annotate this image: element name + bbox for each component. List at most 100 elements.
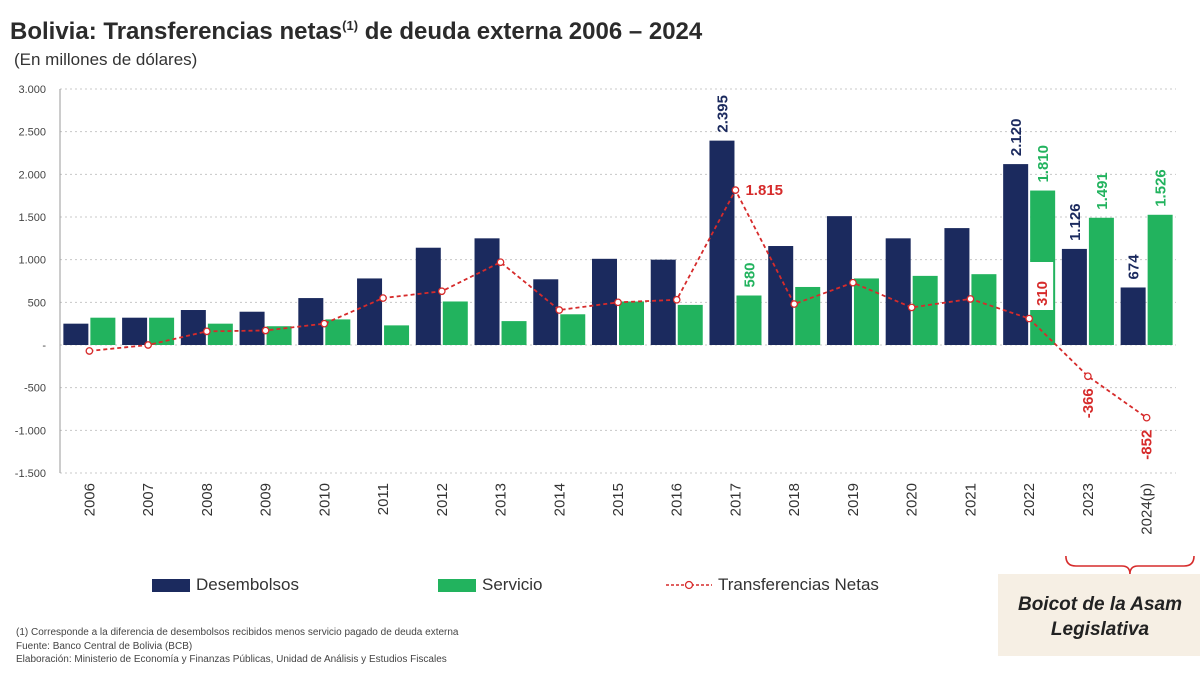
point-transferencias [1142,413,1151,422]
point-transferencias [1025,314,1034,323]
boicot-line-2: Legislativa [1050,619,1150,640]
bar-desembolsos [357,278,383,345]
x-tick-label: 2006 [81,483,98,516]
data-label-transferencias: -366 [1080,388,1097,418]
data-label-box [1029,262,1054,310]
point-transferencias [555,306,564,314]
data-label-servicio: 1.526 [1153,169,1170,207]
point-transferencias [261,326,270,335]
footnotes: (1) Corresponde a la diferencia de desem… [16,626,459,667]
point-transferencias [85,347,94,355]
point-transferencias [320,319,329,328]
legend-label-desembolsos: Desembolsos [196,575,299,594]
point-transferencias [849,278,857,287]
bar-desembolsos [1061,248,1087,345]
point-transferencias [731,186,740,194]
point-transferencias [966,295,975,303]
x-tick-label: 2022 [1021,483,1038,516]
y-tick-label: 3.000 [18,84,46,96]
footnote-definition: (1) Corresponde a la diferencia de desem… [16,627,459,638]
bar-servicio [971,274,997,345]
bar-servicio [1147,214,1173,345]
data-label-transferencias: 1.815 [745,182,783,199]
bar-servicio [501,321,527,345]
bar-desembolsos [474,238,500,345]
x-tick-label: 2007 [140,483,157,516]
bar-servicio [325,319,351,345]
bar-desembolsos [122,317,148,345]
bar-servicio [736,295,762,345]
x-tick-label: 2014 [551,483,568,516]
title-main: Bolivia: Transferencias netas [10,18,343,45]
data-label-servicio: 580 [741,262,758,287]
bar-desembolsos [63,323,89,345]
bar-servicio [1088,217,1114,345]
bar-desembolsos [239,311,265,345]
y-tick-label: -1.500 [15,468,46,480]
bar-desembolsos [1120,287,1146,345]
title-rest: de deuda externa 2006 – 2024 [358,18,703,45]
data-label-desembolsos: 2.395 [714,95,731,133]
legend-swatch-desembolsos [152,578,190,592]
y-tick-label: 2.000 [18,169,46,181]
x-tick-label: 2017 [727,483,744,516]
bar-desembolsos [709,140,735,345]
bar-desembolsos [298,298,324,345]
data-label-servicio: 1.491 [1094,172,1111,210]
point-transferencias [437,287,446,296]
data-label-desembolsos: 2.120 [1008,119,1025,157]
bar-servicio [266,326,292,345]
bracket-annotation [1065,555,1195,575]
annotation-background [998,574,1200,656]
bar-desembolsos [180,310,206,345]
bar-desembolsos [944,228,970,345]
bar-servicio [149,317,175,345]
legend-desembolsos: Desembolsos [152,574,299,596]
legend-servicio: Servicio [438,574,542,596]
y-tick-label: 1.000 [18,255,46,267]
boicot-annotation: Boicot de la Asam Legislativa [1000,592,1200,642]
point-transferencias [614,298,622,307]
bar-servicio [795,286,821,345]
x-tick-label: 2013 [493,483,510,516]
footnote-elaboration: Elaboración: Ministerio de Economía y Fi… [16,654,447,665]
x-tick-label: 2019 [845,483,862,516]
bar-servicio [207,323,233,345]
legend-line-marker [666,580,712,590]
bar-desembolsos [415,247,441,345]
point-transferencias [144,341,152,349]
bar-desembolsos [885,238,911,345]
bar-desembolsos [592,258,617,345]
bar-desembolsos [533,279,559,345]
x-tick-label: 2018 [786,483,803,516]
bar-servicio [90,317,116,345]
x-tick-label: 2021 [962,483,979,516]
point-transferencias [907,303,916,312]
legend-label-servicio: Servicio [482,575,543,594]
boicot-line-1: Boicot de la Asam [1017,594,1182,615]
x-tick-label: 2010 [316,483,333,516]
x-tick-label: 2016 [669,483,686,516]
y-tick-label: - [42,340,46,352]
y-tick-label: -500 [24,383,46,395]
y-tick-label: 1.500 [18,212,46,224]
point-transferencias [202,327,211,336]
data-label-transferencias: 310 [1034,281,1051,306]
point-transferencias [379,294,387,302]
x-tick-label: 2009 [258,483,275,516]
bar-servicio [912,275,938,345]
point-transferencias [672,295,681,304]
chart-subtitle: (En millones de dólares) [14,50,198,69]
chart-title: Bolivia: Transferencias netas(1) de deud… [10,18,702,46]
legend-transferencias: Transferencias Netas [666,574,879,596]
x-tick-label: 2020 [904,483,921,516]
x-tick-label: 2012 [434,483,451,516]
title-superscript: (1) [342,18,359,33]
x-tick-label: 2011 [375,483,392,515]
bar-servicio [560,314,586,345]
y-tick-label: 500 [28,297,46,309]
y-tick-label: 2.500 [18,127,46,139]
bar-desembolsos [826,216,852,345]
x-tick-label: 2015 [610,483,627,516]
